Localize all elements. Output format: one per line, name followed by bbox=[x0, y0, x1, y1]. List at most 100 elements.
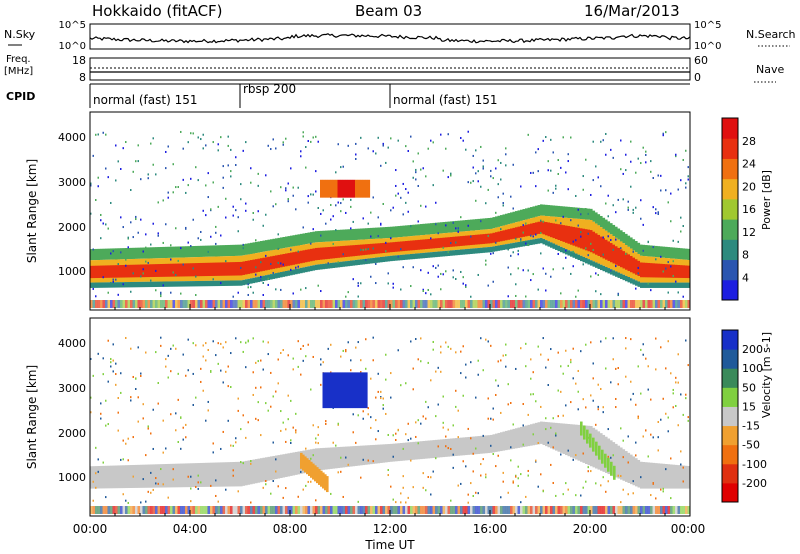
power-cell bbox=[155, 281, 158, 287]
velocity-cell bbox=[570, 506, 573, 514]
power-cell bbox=[685, 248, 688, 260]
velocity-cell bbox=[635, 506, 638, 514]
power-speckle bbox=[492, 280, 494, 283]
power-cell bbox=[312, 300, 316, 308]
power-speckle bbox=[535, 233, 537, 236]
power-speckle bbox=[227, 164, 229, 167]
velocity-cell bbox=[652, 506, 656, 514]
velocity-cell bbox=[517, 506, 521, 514]
velocity-speckle bbox=[317, 442, 319, 445]
power-cell bbox=[342, 261, 346, 267]
power-speckle bbox=[590, 242, 592, 245]
power-cell bbox=[665, 264, 668, 278]
power-cell bbox=[515, 300, 518, 308]
velocity-speckle bbox=[415, 421, 417, 424]
velocity-speckle bbox=[275, 458, 277, 461]
velocity-speckle bbox=[642, 353, 644, 356]
velocity-speckle bbox=[625, 337, 627, 340]
power-speckle bbox=[542, 220, 544, 223]
power-speckle bbox=[110, 201, 112, 204]
velocity-cell bbox=[372, 506, 376, 514]
power-speckle bbox=[312, 193, 314, 196]
power-speckle bbox=[582, 188, 584, 191]
power-cell bbox=[192, 281, 196, 287]
velocity-speckle bbox=[410, 437, 412, 440]
power-cell bbox=[522, 225, 526, 237]
velocity-speckle bbox=[302, 488, 304, 491]
velocity-cell bbox=[127, 465, 131, 489]
velocity-panel: Slant Range [km] 1000 2000 3000 4000 -20… bbox=[25, 317, 773, 517]
velocity-cell bbox=[322, 472, 325, 489]
power-speckle bbox=[677, 291, 679, 294]
velocity-cell bbox=[277, 455, 281, 479]
power-cell bbox=[397, 226, 401, 238]
velocity-speckle bbox=[422, 415, 424, 418]
velocity-cell bbox=[527, 506, 531, 514]
nsky-panel: N.Sky 10^5 10^0 10^5 10^0 N.Search bbox=[4, 20, 796, 52]
cpid-segment-label: normal (fast) 151 bbox=[93, 93, 197, 107]
velocity-cell bbox=[100, 506, 103, 514]
power-cell bbox=[615, 226, 618, 238]
velocity-cell bbox=[580, 421, 583, 436]
power-cell bbox=[387, 300, 391, 308]
power-cell bbox=[675, 264, 678, 278]
colorbar-frame bbox=[721, 117, 739, 301]
velocity-speckle bbox=[527, 469, 529, 472]
velocity-speckle bbox=[575, 494, 577, 497]
power-speckle bbox=[560, 166, 562, 169]
power-cell bbox=[207, 262, 211, 277]
power-speckle bbox=[482, 167, 484, 170]
power-speckle bbox=[407, 191, 409, 194]
power-speckle bbox=[202, 133, 204, 136]
power-cell bbox=[495, 216, 498, 228]
velocity-speckle bbox=[302, 344, 304, 347]
power-speckle bbox=[425, 205, 427, 208]
power-speckle bbox=[140, 178, 142, 181]
velocity-speckle bbox=[455, 351, 457, 354]
velocity-speckle bbox=[197, 474, 199, 477]
power-speckle bbox=[490, 252, 492, 255]
power-speckle bbox=[452, 221, 454, 224]
velocity-speckle bbox=[670, 372, 672, 375]
power-speckle bbox=[295, 266, 297, 269]
power-speckle bbox=[262, 293, 264, 296]
velocity-cell bbox=[320, 470, 323, 487]
power-speckle bbox=[657, 174, 659, 177]
velocity-speckle bbox=[455, 389, 457, 392]
velocity-cell bbox=[165, 506, 168, 514]
power-cell bbox=[555, 223, 558, 240]
velocity-cell bbox=[240, 461, 243, 487]
velocity-cell bbox=[505, 506, 508, 514]
power-speckle bbox=[445, 147, 447, 150]
velocity-cell bbox=[397, 506, 401, 514]
velocity-speckle bbox=[482, 458, 484, 461]
power-cell bbox=[622, 251, 626, 269]
power-cell bbox=[475, 248, 478, 254]
power-speckle bbox=[330, 203, 332, 206]
power-speckle bbox=[97, 185, 99, 188]
velocity-cell bbox=[205, 462, 208, 487]
velocity-speckle bbox=[387, 433, 389, 436]
power-cell bbox=[677, 300, 681, 308]
power-speckle bbox=[312, 228, 314, 231]
power-cell bbox=[350, 260, 353, 266]
velocity-cell bbox=[272, 455, 276, 480]
power-speckle bbox=[252, 218, 254, 221]
velocity-cell bbox=[305, 506, 308, 514]
velocity-speckle bbox=[202, 344, 204, 347]
velocity-speckle bbox=[675, 381, 677, 384]
velocity-speckle bbox=[275, 390, 277, 393]
velocity-cell bbox=[377, 506, 381, 514]
power-speckle bbox=[662, 132, 664, 135]
power-cell bbox=[412, 240, 416, 251]
velocity-cell bbox=[130, 465, 133, 488]
power-cell bbox=[607, 241, 611, 261]
velocity-speckle bbox=[360, 371, 362, 374]
power-speckle bbox=[410, 225, 412, 228]
velocity-cell bbox=[375, 444, 378, 464]
velocity-speckle bbox=[215, 479, 217, 482]
velocity-cell bbox=[647, 462, 651, 489]
power-cell bbox=[540, 204, 543, 216]
velocity-cell bbox=[392, 443, 396, 462]
velocity-cell bbox=[240, 506, 243, 514]
